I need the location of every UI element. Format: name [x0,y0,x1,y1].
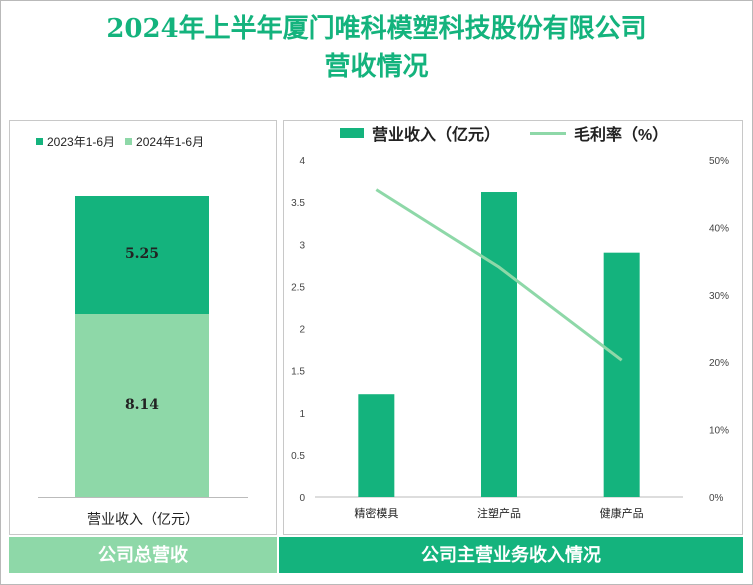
y-tick-label: 0 [299,493,305,504]
x-category-label: 健康产品 [600,506,644,520]
legend-swatch-margin [530,131,567,135]
y2-tick-label: 50% [709,156,729,167]
y2-tick-label: 30% [709,291,729,302]
legend-item-revenue: 营业收入（亿元） [340,121,500,145]
left-category-label: 营业收入（亿元） [87,511,199,527]
chart-title: 2024年上半年厦门唯科模塑科技股份有限公司 营收情况 [0,10,753,86]
x-category-label: 注塑产品 [477,506,521,520]
legend-item-2023: 2023年1-6月 [36,133,115,150]
y-tick-label: 4 [299,156,305,167]
left-x-axis [38,497,248,498]
margin-line [375,188,623,362]
legend-label-margin: 毛利率（%） [574,127,669,144]
y-tick-label: 3 [299,240,305,251]
x-category-label: 精密模具 [354,506,398,520]
title-line-1: 2024年上半年厦门唯科模塑科技股份有限公司 [106,14,647,44]
data-label-2023: 5.25 [124,246,160,262]
revenue-bar [603,252,640,497]
y-tick-label: 1 [299,409,305,420]
legend-swatch-2024 [125,138,133,145]
right-footer-banner: 公司主营业务收入情况 [279,537,743,573]
revenue-bar [481,192,517,497]
y2-tick-label: 40% [709,223,729,234]
left-legend: 2023年1-6月 2024年1-6月 [36,133,204,150]
right-chart-plot: 00.511.522.533.540%10%20%30%40%50%精密模具 注塑… [291,156,729,520]
stack-bar-2023: 5.25 [75,196,209,315]
legend-item-2024: 2024年1-6月 [125,133,204,150]
legend-label-2023: 2023年1-6月 [47,135,116,149]
y-tick-label: 0.5 [291,451,305,462]
legend-label-revenue: 营业收入（亿元） [372,127,501,144]
y-tick-label: 3.5 [291,198,305,209]
data-label-2024: 8.14 [124,396,160,413]
left-footer-banner: 公司总营收 [9,537,277,573]
legend-item-margin: 毛利率（%） [530,121,668,145]
title-line-2: 营收情况 [324,52,429,82]
revenue-bar [358,394,395,497]
y-tick-label: 2.5 [291,282,305,293]
y2-tick-label: 20% [709,358,729,369]
legend-swatch-revenue [340,128,364,138]
y2-tick-label: 0% [709,493,724,504]
y-tick-label: 2 [299,325,305,336]
right-legend: 营业收入（亿元） 毛利率（%） [340,121,668,145]
y2-tick-label: 10% [709,426,729,437]
y-tick-label: 1.5 [291,367,305,378]
stack-bar-2024: 8.14 [75,314,209,497]
legend-label-2024: 2024年1-6月 [136,135,205,149]
legend-swatch-2023 [36,138,43,145]
